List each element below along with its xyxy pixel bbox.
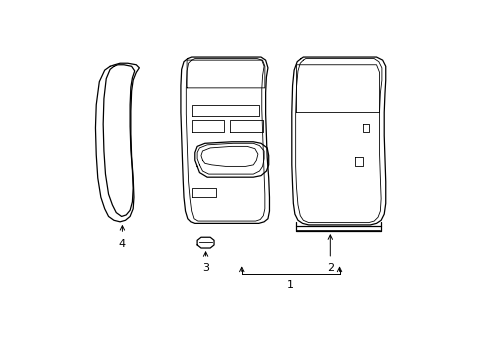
Text: 3: 3: [202, 264, 209, 273]
Text: 1: 1: [286, 280, 294, 291]
Text: 2: 2: [326, 264, 333, 273]
Text: 4: 4: [119, 239, 126, 249]
